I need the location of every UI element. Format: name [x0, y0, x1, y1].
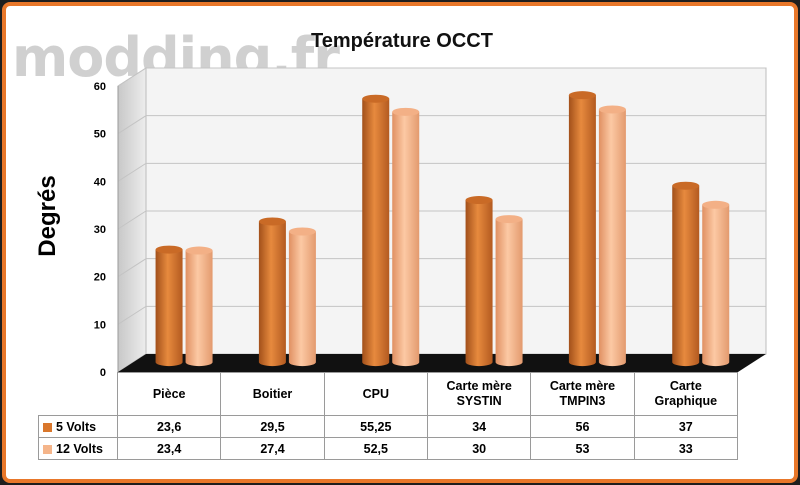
- data-label: 34: [426, 415, 532, 438]
- bar-body: [185, 250, 213, 367]
- data-label: 30: [426, 437, 532, 460]
- category-label-line: Carte: [669, 379, 702, 393]
- legend-key: [43, 422, 52, 432]
- series-name: 12 Volts: [56, 441, 104, 456]
- data-label: 53: [530, 437, 635, 460]
- bar-top: [465, 196, 493, 205]
- data-label: 29,5: [220, 415, 325, 438]
- gridline: [117, 258, 766, 278]
- floor: [118, 354, 766, 372]
- bar-body: [465, 200, 493, 367]
- category-label-line: Carte mère: [549, 379, 616, 393]
- bar-body: [702, 204, 730, 367]
- table-header-row: Pièce Boitier CPU Carte mère SYSTIN Carte mèr…: [39, 372, 738, 416]
- bar-top: [155, 245, 183, 254]
- data-label: 33: [633, 437, 738, 460]
- data-label: 52,5: [323, 437, 428, 460]
- bar-body: [392, 111, 420, 367]
- gridline: [117, 305, 766, 325]
- data-table: Pièce Boitier CPU Carte mère SYSTIN Carte mèr…: [38, 372, 738, 460]
- category-label-line: Boitier: [252, 386, 293, 401]
- bar-top: [288, 227, 316, 236]
- series-legend-cell: 12 Volts: [38, 437, 118, 460]
- bar-body: [362, 98, 390, 367]
- bar-12v: [598, 105, 626, 367]
- bar-top: [495, 215, 523, 224]
- bar-body: [155, 249, 183, 367]
- category-label-line: Graphique: [654, 394, 718, 408]
- data-label: 27,4: [220, 437, 325, 460]
- y-tick-label: 40: [94, 176, 106, 188]
- bar-top: [568, 91, 596, 100]
- category-label-line: CPU: [362, 386, 390, 401]
- data-label: 37: [633, 415, 738, 438]
- data-label: 56: [530, 415, 635, 438]
- table-row: 5 Volts 23,6 29,5 55,25 34 56 37: [38, 415, 738, 438]
- bar-body: [568, 95, 596, 367]
- bar-5v: [258, 217, 286, 367]
- bar-top: [362, 94, 390, 103]
- data-label: 55,25: [323, 415, 428, 438]
- bar-12v: [392, 107, 420, 367]
- chart-title: Température OCCT: [311, 30, 493, 52]
- y-tick-label: 0: [100, 367, 106, 379]
- bar-5v: [568, 91, 596, 367]
- bar-top: [185, 246, 213, 255]
- bar-top: [392, 107, 420, 116]
- y-tick-label: 50: [94, 129, 106, 141]
- bar-body: [598, 109, 626, 367]
- category-label: Carte mère SYSTIN: [426, 372, 532, 416]
- bar-body: [288, 231, 316, 367]
- bar-12v: [495, 215, 523, 367]
- bar-12v: [702, 200, 730, 367]
- bar-12v: [185, 246, 213, 367]
- category-label-line: Carte mère: [446, 379, 512, 393]
- bar-body: [495, 219, 523, 367]
- series-legend-cell: 5 Volts: [38, 415, 118, 438]
- y-tick-label: 20: [94, 272, 106, 284]
- bar-5v: [465, 196, 493, 367]
- table-row: 12 Volts 23,4 27,4 52,5 30 53 33: [38, 437, 738, 460]
- table-corner: [39, 373, 118, 416]
- bar-12v: [288, 227, 316, 367]
- bar-body: [258, 221, 286, 367]
- gridline: [117, 115, 766, 135]
- bar-5v: [155, 245, 183, 367]
- data-label: 23,6: [116, 415, 222, 438]
- category-label-line: TMPIN3: [559, 394, 606, 408]
- category-label: Boitier: [220, 372, 325, 416]
- series-name: 5 Volts: [56, 419, 97, 434]
- bar-5v: [362, 94, 390, 367]
- bar-top: [702, 200, 730, 209]
- y-tick-label: 30: [94, 224, 106, 236]
- data-label: 23,4: [116, 437, 222, 460]
- y-tick-label: 60: [94, 81, 106, 93]
- bar-top: [258, 217, 286, 226]
- legend-key: [43, 444, 52, 454]
- gridline: [117, 67, 766, 87]
- y-tick-label: 10: [94, 319, 106, 331]
- category-label: Carte mère TMPIN3: [530, 372, 635, 416]
- bar-body: [672, 185, 700, 367]
- bar-top: [598, 105, 626, 114]
- bar-top: [672, 181, 700, 190]
- category-label: CPU: [323, 372, 428, 416]
- gridline: [117, 210, 766, 230]
- category-label: Carte Graphique: [633, 372, 738, 416]
- category-label-line: SYSTIN: [456, 394, 502, 408]
- category-label-line: Pièce: [152, 386, 186, 401]
- bar-5v: [672, 181, 700, 367]
- category-label: Pièce: [116, 372, 222, 416]
- gridline: [117, 162, 766, 182]
